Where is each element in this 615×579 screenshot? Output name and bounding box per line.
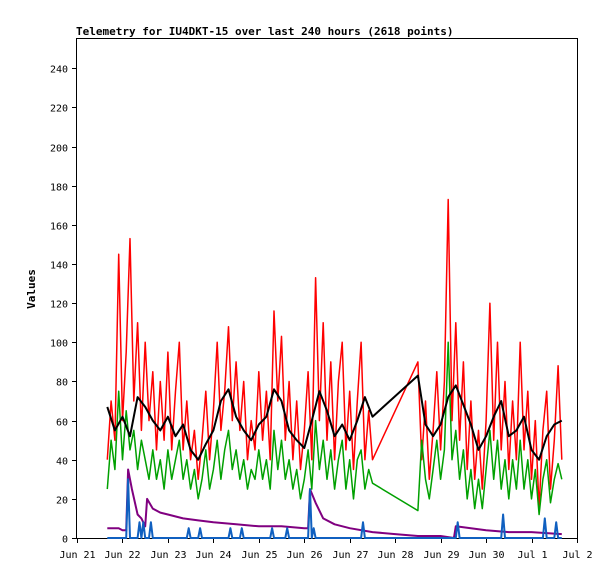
x-tick-label: Jul 2 bbox=[562, 550, 592, 561]
series-line-blue bbox=[107, 478, 562, 539]
y-tick-label: 140 bbox=[50, 261, 68, 272]
y-axis: 0 20 40 60 80 100 120 140 160 180 200 220 240 bbox=[50, 65, 77, 546]
x-tick-label: Jun 23 bbox=[150, 550, 186, 561]
y-tick-label: 120 bbox=[50, 300, 68, 311]
series-layer bbox=[106, 198, 563, 539]
x-tick-label: Jun 22 bbox=[104, 550, 140, 561]
series-line-black bbox=[106, 374, 563, 461]
x-tick-label: Jun 28 bbox=[377, 550, 413, 561]
x-tick-label: Jun 25 bbox=[241, 550, 277, 561]
y-tick-label: 20 bbox=[56, 496, 68, 507]
x-tick-label: Jun 26 bbox=[286, 550, 322, 561]
y-tick-label: 240 bbox=[50, 65, 68, 76]
x-tick-label: Jun 27 bbox=[332, 550, 368, 561]
y-tick-label: 180 bbox=[50, 183, 68, 194]
x-tick-label: Jun 21 bbox=[59, 550, 95, 561]
y-tick-label: 40 bbox=[56, 457, 68, 468]
y-tick-label: 160 bbox=[50, 222, 68, 233]
y-axis-label: Values bbox=[25, 269, 38, 309]
x-axis: Jun 21 Jun 22 Jun 23 Jun 24 Jun 25 Jun 26 Jun … bbox=[59, 538, 593, 561]
y-tick-label: 0 bbox=[62, 535, 68, 546]
y-tick-label: 100 bbox=[50, 339, 68, 350]
y-tick-label: 60 bbox=[56, 418, 68, 429]
x-tick-label: Jun 29 bbox=[423, 550, 459, 561]
series-line-green bbox=[106, 341, 563, 516]
chart-title: Telemetry for IU4DKT-15 over last 240 ho… bbox=[76, 25, 454, 38]
x-tick-label: Jun 24 bbox=[195, 550, 231, 561]
x-tick-label: Jul 1 bbox=[517, 550, 547, 561]
x-tick-label: Jun 30 bbox=[468, 550, 504, 561]
y-tick-label: 80 bbox=[56, 378, 68, 389]
y-tick-label: 220 bbox=[50, 104, 68, 115]
y-tick-label: 200 bbox=[50, 144, 68, 155]
